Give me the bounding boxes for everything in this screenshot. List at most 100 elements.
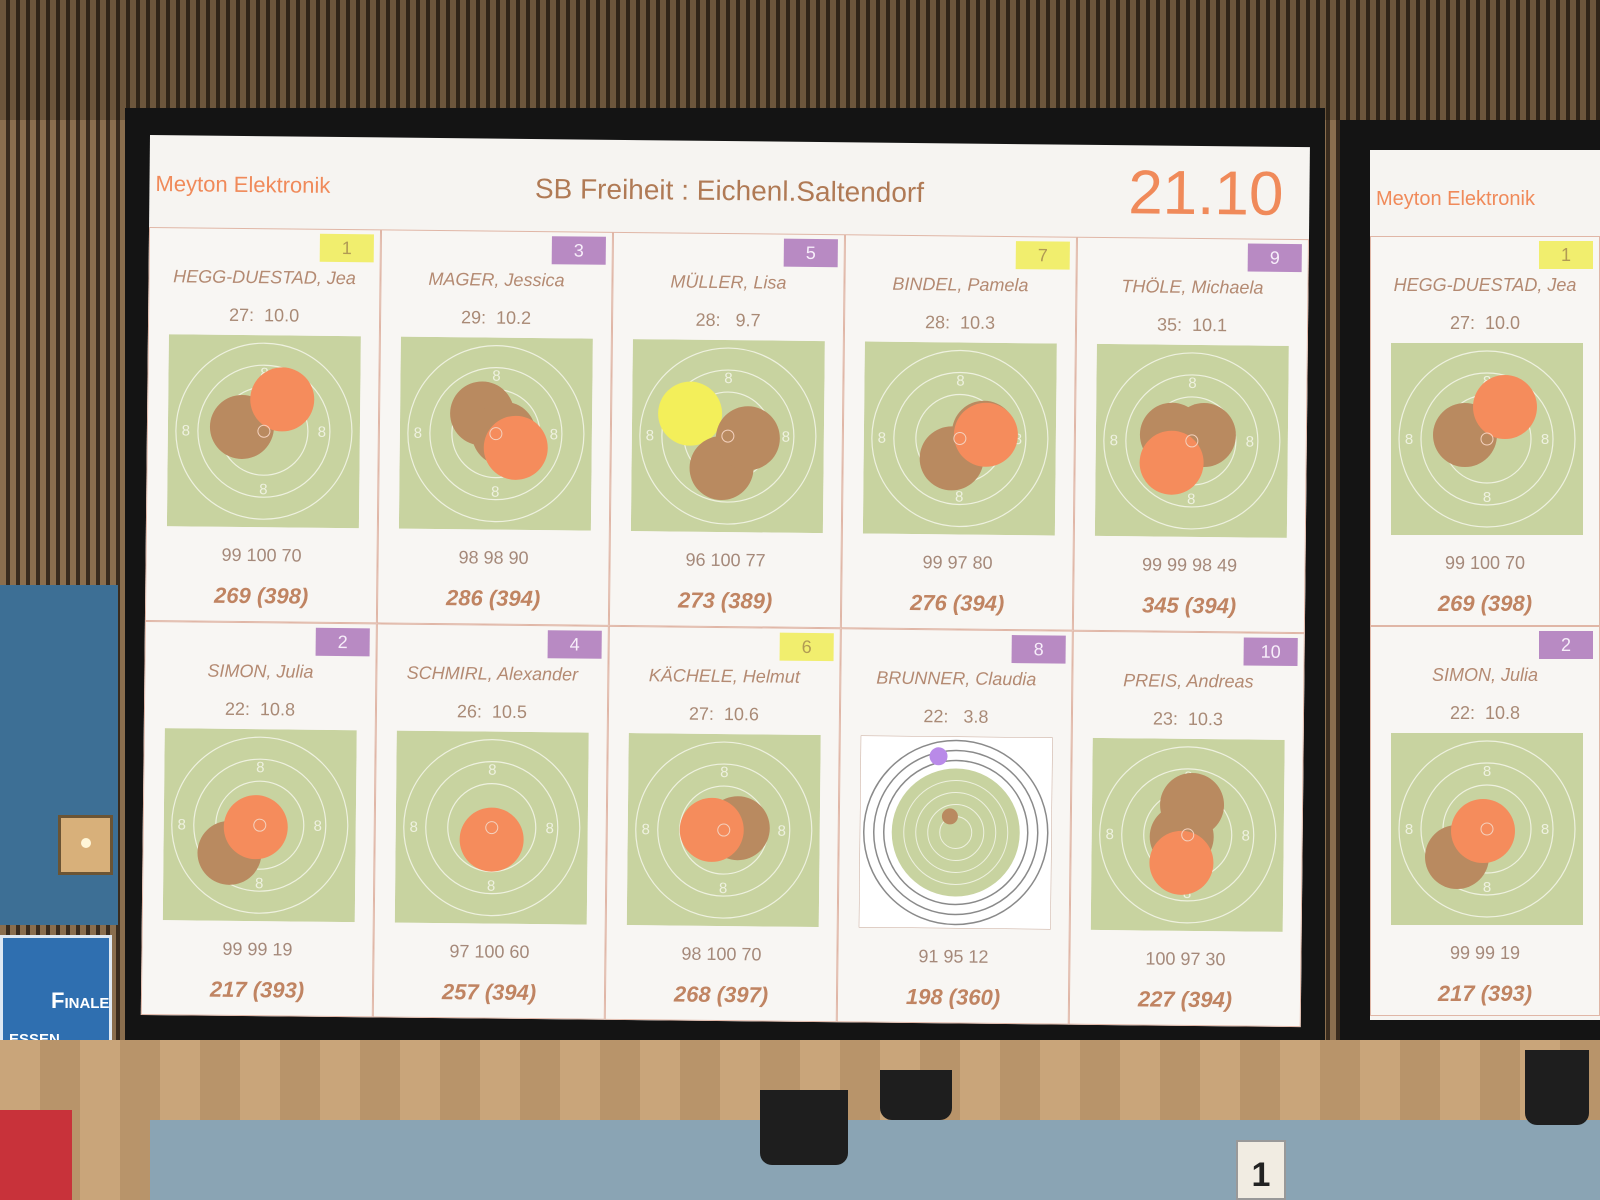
shot-hole [223,795,288,860]
last-shot: 22: 3.8 [923,706,989,727]
competitor-card: 7 BINDEL, Pamela 28: 10.3 8 8 8 8 99 97 80 276 (… [840,234,1077,631]
competitor-card: 9 THÖLE, Michaela 35: 10.1 8 8 8 8 99 99 98 49 3… [1072,236,1309,634]
shot-hole [941,808,958,825]
target-ring [1125,374,1259,508]
side-brand-label: Meyton Elektronik [1376,188,1535,210]
competitor-card: 2 SIMON, Julia 22: 10.8 8 8 8 8 99 99 19 217 (39… [1370,626,1600,1016]
total-score: 227 (394) [1137,986,1233,1013]
last-shot: 35: 10.1 [1156,314,1228,336]
target-centre [489,427,503,441]
target-centre [1185,434,1199,448]
shot-hole [929,747,948,766]
series-scores: 99 100 70 [221,544,302,566]
ring-label: 8 [724,370,733,387]
ring-label: 8 [1188,375,1197,392]
competitor-name: BINDEL, Pamela [892,273,1029,296]
timer: 21.10 [1127,158,1284,229]
ring-label: 8 [1405,431,1413,448]
target-centre [717,823,731,837]
target-centre [253,818,267,832]
target-ring [915,791,997,873]
series-scores: 99 100 70 [1444,553,1526,573]
ring-label: 8 [488,762,497,779]
total-score: 345 (394) [1141,592,1237,619]
ring-label: 8 [492,368,501,385]
last-shot: 22: 10.8 [224,698,296,720]
shot-hole [679,797,744,862]
target-ring [903,779,1009,885]
plant-pot [760,1090,848,1165]
ring-label: 8 [777,823,786,840]
ring-label: 8 [1483,879,1491,896]
ring-label: 8 [955,488,964,505]
ring-label: 8 [1241,827,1250,844]
red-case [0,1110,72,1200]
target-ring [193,758,327,892]
target-centre [1480,432,1494,446]
position-badge: 3 [551,236,606,265]
series-scores: 91 95 12 [918,946,989,967]
shot-hole [715,406,780,471]
total-score: 286 (394) [445,585,541,612]
total-score: 269 (398) [1437,591,1533,616]
last-shot: 27: 10.0 [228,304,300,326]
position-badge: 7 [1015,241,1070,270]
competitor-card: 4 SCHMIRL, Alexander 26: 10.5 8 8 8 8 97 100 60… [372,623,609,1020]
target-ring [862,739,1049,926]
ring-label: 8 [491,484,500,501]
ring-label: 8 [545,820,554,837]
target-scoring-zone [891,768,1020,897]
series-scores: 100 97 30 [1145,948,1226,970]
ring-label: 8 [641,821,650,838]
plant-pot [1525,1050,1589,1125]
target-ring [403,739,581,917]
total-score: 276 (394) [909,589,1005,616]
main-scoreboard: Meyton Elektronik SB Freiheit : Eichenl.… [140,135,1310,1028]
ring-label: 8 [1110,432,1119,449]
target-centre [485,821,499,835]
plant-pot [880,1070,952,1120]
ring-label: 8 [878,430,887,447]
ring-label: 8 [1014,431,1023,448]
competitor-name: THÖLE, Michaela [1121,276,1264,298]
ring-label: 8 [1246,433,1255,450]
position-badge: 1 [1539,241,1593,269]
banner-line-1: Finale [51,988,110,1013]
ring-label: 8 [318,424,327,441]
last-shot: 28: 10.3 [924,312,996,333]
series-scores: 98 100 70 [681,943,762,965]
target-ring [1398,740,1576,918]
ring-label: 8 [414,425,423,442]
last-shot: 22: 10.8 [1449,703,1521,723]
last-shot: 26: 10.5 [456,701,528,722]
lane-lamp-icon [58,815,113,875]
total-score: 269 (398) [213,582,309,609]
target-display [858,735,1053,930]
last-shot: 28: 9.7 [695,309,761,331]
ring-label: 8 [782,429,791,446]
position-badge: 5 [783,238,838,268]
competitor-name: SIMON, Julia [207,660,314,682]
ring-label: 8 [487,878,496,895]
ring-label: 8 [1541,431,1549,448]
target-centre [721,429,735,443]
ring-label: 8 [314,818,323,835]
series-scores: 99 99 19 [1449,943,1521,963]
shot-hole [658,381,723,446]
shot-hole [1473,375,1537,439]
target-ring [661,369,795,503]
ring-label: 8 [1483,763,1491,780]
target-ring [1103,352,1281,530]
target-ring [882,759,1029,906]
ring-label: 8 [1105,826,1114,843]
total-score: 273 (389) [677,587,773,614]
competitor-card: 3 MAGER, Jessica 29: 10.2 8 8 8 8 98 98 90 286 (… [376,229,614,626]
